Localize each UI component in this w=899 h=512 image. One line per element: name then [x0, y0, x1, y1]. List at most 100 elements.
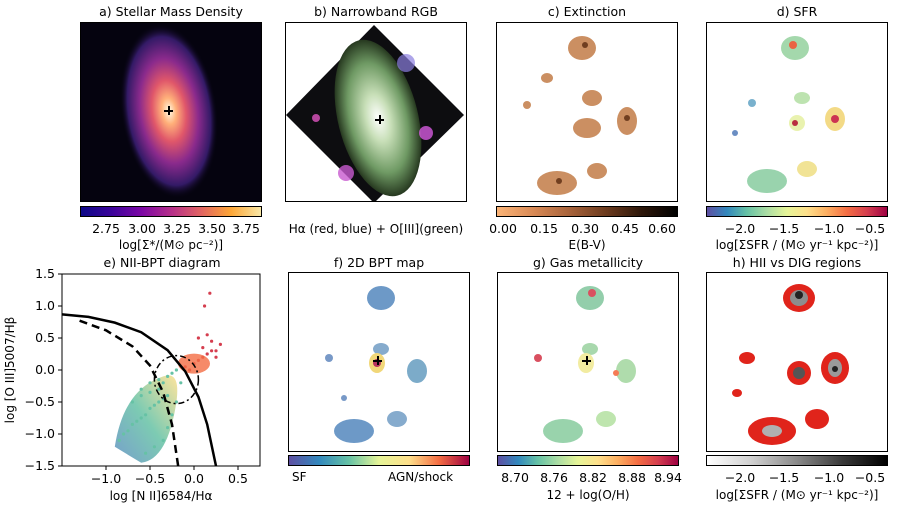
panel-f-colorbar	[288, 455, 470, 466]
panel-b-caption: Hα (red, blue) + O[III](green)	[288, 222, 464, 236]
sf-cloud	[114, 375, 178, 463]
tick: −2.0	[724, 221, 756, 236]
hii-dig-map	[732, 284, 849, 445]
tick: 3.00	[128, 221, 156, 236]
tick: −0.5	[854, 470, 886, 485]
tick: 0.45	[611, 221, 639, 236]
data-point	[148, 390, 152, 394]
panel-g-colorbar	[497, 455, 679, 466]
panel-d-colorbar	[706, 206, 888, 217]
data-point	[166, 394, 170, 398]
panel-f-image	[288, 272, 470, 452]
panel-c-title: c) Extinction	[547, 4, 627, 19]
data-point	[202, 304, 207, 308]
tick: 0.60	[648, 221, 676, 236]
center-marker-icon	[582, 356, 591, 365]
data-point	[139, 394, 143, 398]
bpt-chart: −1.0 −0.5 0.0 0.5 −1.5 −1.0 −0.5 0.0 0.5 1.0 1.5 lo…	[3, 266, 261, 503]
panel-f-cbar-right: AGN/shock	[388, 470, 454, 484]
y-tick-label: −1.5	[25, 458, 55, 473]
data-point	[148, 406, 152, 410]
panel-a-colorbar	[80, 206, 262, 217]
tick: 3.75	[232, 221, 260, 236]
data-point	[170, 413, 174, 417]
y-tick-label: 0.5	[35, 330, 55, 345]
tick: 8.76	[540, 470, 568, 485]
panel-b-image	[285, 22, 467, 202]
y-tick-label: −0.5	[25, 394, 55, 409]
panel-h-title: h) HII vs DIG regions	[732, 255, 862, 270]
data-point	[139, 387, 143, 391]
panel-b-title: b) Narrowband RGB	[314, 4, 438, 19]
y-tick-label: 1.5	[35, 266, 55, 281]
panel-f-title: f) 2D BPT map	[333, 255, 425, 270]
panel-h-cbar-label: log[ΣSFR / (M⊙ yr⁻¹ kpc⁻²)]	[715, 488, 879, 502]
tick: 8.70	[501, 470, 529, 485]
tick: 0.15	[530, 221, 558, 236]
data-point	[122, 432, 126, 436]
panel-a-title: a) Stellar Mass Density	[99, 4, 243, 19]
y-tick-label: 1.0	[35, 298, 55, 313]
panel-d-title: d) SFR	[776, 4, 818, 19]
data-point	[166, 426, 170, 430]
agn-cloud	[178, 353, 210, 374]
narrowband-rgb-image	[286, 25, 464, 201]
x-tick-label: −0.5	[135, 471, 165, 486]
data-point	[208, 291, 212, 295]
panel-c-image	[496, 22, 678, 202]
y-tick-label: 0.0	[35, 362, 55, 377]
panel-g-image	[497, 272, 679, 452]
tick: 0.00	[489, 221, 517, 236]
x-tick-label: 0.5	[228, 471, 248, 486]
data-point	[161, 438, 165, 442]
center-marker-icon	[373, 356, 382, 365]
panel-f-cbar-left: SF	[292, 470, 307, 484]
panel-c-colorbar	[496, 206, 678, 217]
x-tick-label: −1.0	[91, 471, 121, 486]
data-point	[214, 349, 218, 353]
data-point	[139, 416, 143, 420]
panel-a-image	[80, 22, 262, 202]
metallicity-map	[534, 286, 636, 443]
data-point	[218, 342, 222, 346]
center-marker-icon	[375, 115, 384, 124]
data-point	[196, 336, 200, 340]
data-point	[166, 374, 170, 378]
data-point	[117, 438, 121, 442]
data-point	[174, 368, 178, 372]
y-tick-label: −1.0	[25, 426, 55, 441]
tick: 8.82	[579, 470, 607, 485]
tick: 8.88	[618, 470, 646, 485]
tick: 2.75	[92, 221, 120, 236]
tick: 3.25	[163, 221, 191, 236]
data-point	[148, 381, 152, 385]
data-point	[179, 381, 183, 385]
tick: 0.30	[571, 221, 599, 236]
kauffmann-line	[79, 319, 180, 467]
tick: 3.50	[198, 221, 226, 236]
x-tick-label: 0.0	[184, 471, 204, 486]
contour	[153, 354, 200, 405]
tick: −2.0	[724, 470, 756, 485]
data-point	[135, 419, 139, 423]
panel-a-cbar-label: log[Σ*/(M⊙ pc⁻²)]	[118, 238, 224, 252]
y-axis-label: log [O III]5007/Hβ	[3, 317, 17, 424]
panel-e-title: e) NII-BPT diagram	[103, 255, 221, 270]
data-point	[126, 429, 130, 433]
data-point	[170, 371, 174, 375]
tick: −1.5	[768, 221, 800, 236]
data-point	[130, 400, 134, 404]
extinction-map	[523, 36, 637, 195]
center-marker-icon	[164, 106, 173, 115]
panel-h-colorbar	[706, 455, 888, 466]
tick: −0.5	[854, 221, 886, 236]
panel-c-cbar-label: E(B-V)	[568, 238, 606, 252]
data-point	[205, 333, 209, 337]
data-point	[174, 400, 178, 404]
panel-d-image	[706, 22, 888, 202]
data-point	[144, 451, 148, 455]
data-point	[210, 339, 214, 343]
data-point	[157, 387, 161, 391]
panel-h-image	[706, 272, 888, 452]
bpt-map	[325, 286, 427, 443]
